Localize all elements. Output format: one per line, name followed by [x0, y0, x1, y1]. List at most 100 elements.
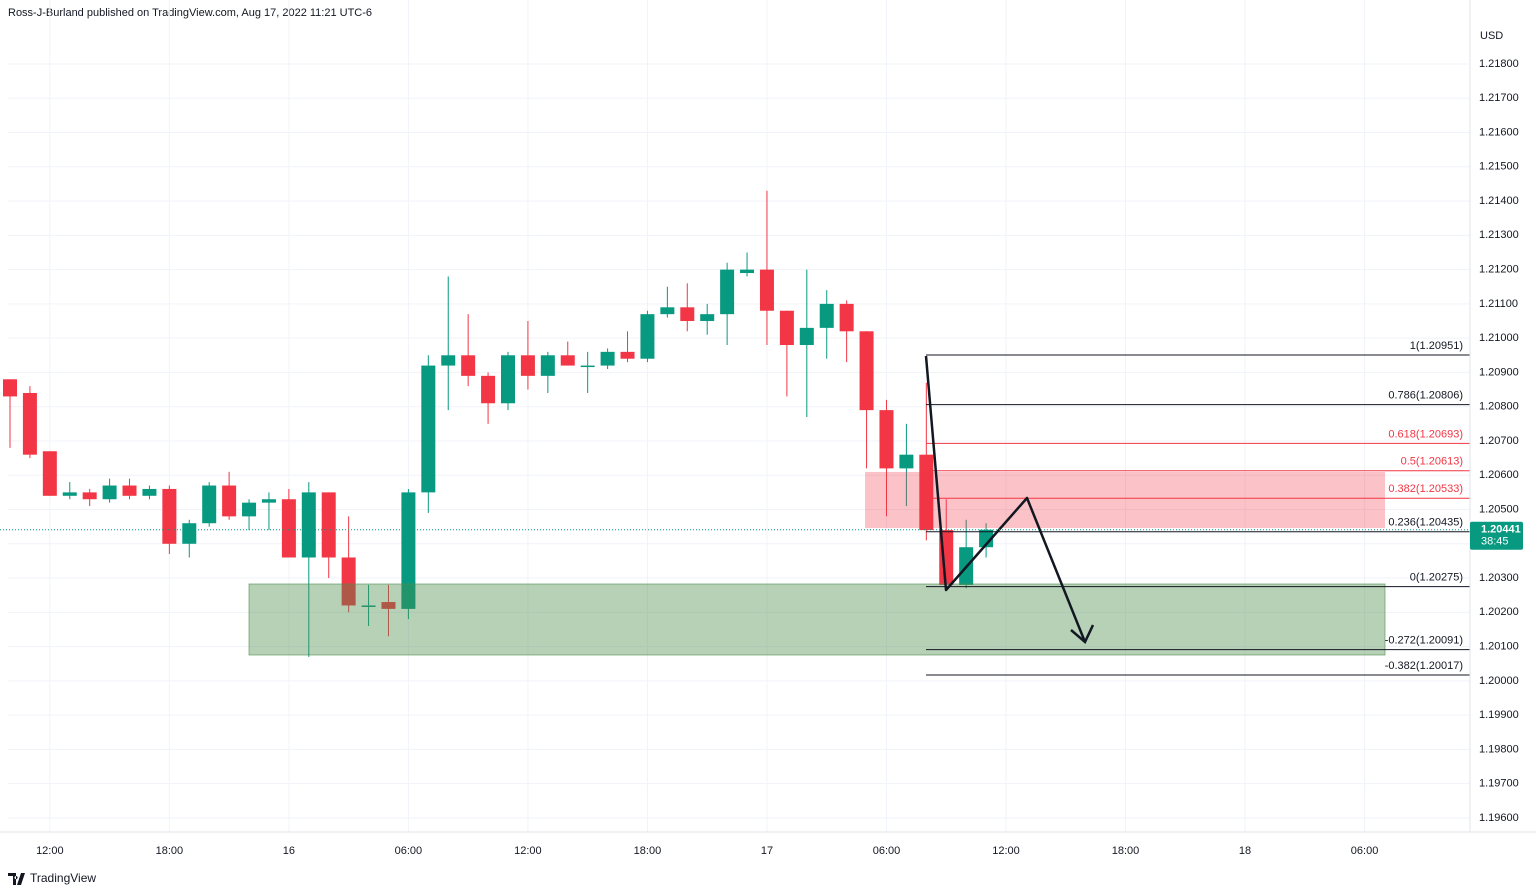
x-tick-label: 18:00 — [156, 845, 184, 857]
y-tick-label: 1.21500 — [1479, 161, 1519, 173]
candle-body — [919, 454, 934, 531]
candle-body — [540, 355, 555, 376]
y-tick-label: 1.20600 — [1479, 469, 1519, 481]
projection-arrow — [924, 355, 1095, 645]
x-tick-label: 12:00 — [992, 845, 1020, 857]
candle-body — [22, 392, 37, 455]
candle-body — [321, 492, 336, 558]
candle-body — [520, 355, 535, 376]
y-tick-label: 1.20000 — [1479, 675, 1519, 687]
y-tick-label: 1.21800 — [1479, 58, 1519, 70]
candle-body — [700, 314, 715, 322]
candle-body — [600, 351, 615, 366]
y-tick-label: 1.21300 — [1479, 229, 1519, 241]
candle-body — [62, 492, 77, 496]
arrow-head — [1070, 624, 1095, 645]
y-tick-label: 1.19800 — [1479, 743, 1519, 755]
fib-level-label: 0.5(1.20613) — [1401, 456, 1463, 468]
fib-level-label: -0.382(1.20017) — [1385, 660, 1463, 672]
candle-body — [640, 314, 655, 359]
countdown-label: 38:45 — [1481, 536, 1509, 548]
candle-body — [560, 355, 575, 366]
y-tick-label: 1.20300 — [1479, 572, 1519, 584]
candle-body — [421, 365, 436, 493]
footer: TradingView — [8, 871, 96, 885]
candle-body — [281, 499, 296, 558]
candle-body — [580, 365, 595, 368]
candle-body — [879, 410, 894, 469]
candle-body — [680, 307, 695, 322]
candle-body — [899, 454, 914, 469]
drawings — [248, 472, 1386, 656]
y-tick-label: 1.19900 — [1479, 709, 1519, 721]
candle-body — [501, 355, 515, 404]
x-tick-label: 18:00 — [634, 845, 662, 857]
fib-level-label: 1(1.20951) — [1410, 340, 1463, 352]
x-tick-label: 12:00 — [514, 845, 542, 857]
grid — [8, 0, 1470, 832]
y-tick-label: 1.21400 — [1479, 195, 1519, 207]
y-tick-label: 1.21600 — [1479, 126, 1519, 138]
candle-body — [182, 523, 197, 544]
x-tick-label: 06:00 — [1351, 845, 1379, 857]
candle-body — [242, 502, 257, 517]
header: Ross-J-Burland published on TradingView.… — [8, 7, 372, 19]
fib-level-label: 0.618(1.20693) — [1388, 428, 1463, 440]
x-tick-label: 12:00 — [36, 845, 64, 857]
last-price-box — [1470, 521, 1523, 550]
candle-body — [859, 331, 874, 411]
y-tick-label: 1.20200 — [1479, 606, 1519, 618]
y-tick-label: 1.21100 — [1479, 298, 1518, 310]
candle-body — [720, 269, 735, 315]
x-tick-label: 16 — [283, 845, 295, 857]
y-tick-label: 1.20700 — [1479, 435, 1519, 447]
candle-body — [620, 351, 635, 359]
candle-body — [401, 492, 416, 609]
candle-body — [102, 485, 117, 500]
candle-body — [441, 355, 456, 366]
candle-body — [122, 485, 137, 496]
candle-body — [82, 492, 97, 500]
candle-body — [341, 557, 356, 606]
candle-body — [799, 327, 814, 346]
candle-body — [361, 605, 376, 607]
candle-body — [759, 269, 774, 311]
y-tick-label: 1.20100 — [1479, 640, 1519, 652]
candle-body — [202, 485, 217, 524]
candle-body — [839, 303, 854, 332]
y-tick-label: 1.20800 — [1479, 401, 1519, 413]
candle-body — [3, 379, 17, 397]
candle-body — [142, 488, 157, 496]
candles — [3, 190, 994, 657]
y-tick-label: 1.20900 — [1479, 366, 1519, 378]
candle-body — [162, 488, 177, 544]
candle-body — [461, 355, 476, 376]
last-price-label: 1.20441 — [1481, 524, 1521, 536]
y-tick-label: 1.19700 — [1479, 778, 1519, 790]
demand-zone — [248, 583, 1386, 656]
supply-zone — [865, 472, 1385, 528]
candle-body — [261, 499, 276, 503]
y-tick-label: 1.20500 — [1479, 503, 1519, 515]
candle-body — [301, 492, 316, 558]
x-tick-label: 17 — [761, 845, 773, 857]
axes: USD 1.19600 1.19700 1.19800 1.19900 1.20000 1.… — [0, 0, 1536, 857]
candle-body — [222, 485, 237, 517]
candle-body — [381, 602, 396, 609]
y-tick-label: 1.19600 — [1479, 812, 1519, 824]
logo — [8, 873, 25, 885]
x-tick-label: 06:00 — [873, 845, 901, 857]
candle-body — [779, 310, 794, 346]
candle-body — [740, 269, 755, 274]
brand: TradingView — [30, 871, 96, 885]
fibonacci: 1(1.20951) 0.786(1.20806) 0.618(1.20693) 0.… — [926, 340, 1470, 676]
y-tick-label: 1.21200 — [1479, 264, 1519, 276]
candle-body — [42, 451, 57, 496]
currency-label: USD — [1480, 30, 1503, 42]
fib-level-label: -0.272(1.20091) — [1385, 635, 1463, 647]
arrow-path — [924, 355, 1087, 643]
fib-level-label: 0.236(1.20435) — [1388, 517, 1463, 529]
candle-body — [979, 529, 994, 548]
